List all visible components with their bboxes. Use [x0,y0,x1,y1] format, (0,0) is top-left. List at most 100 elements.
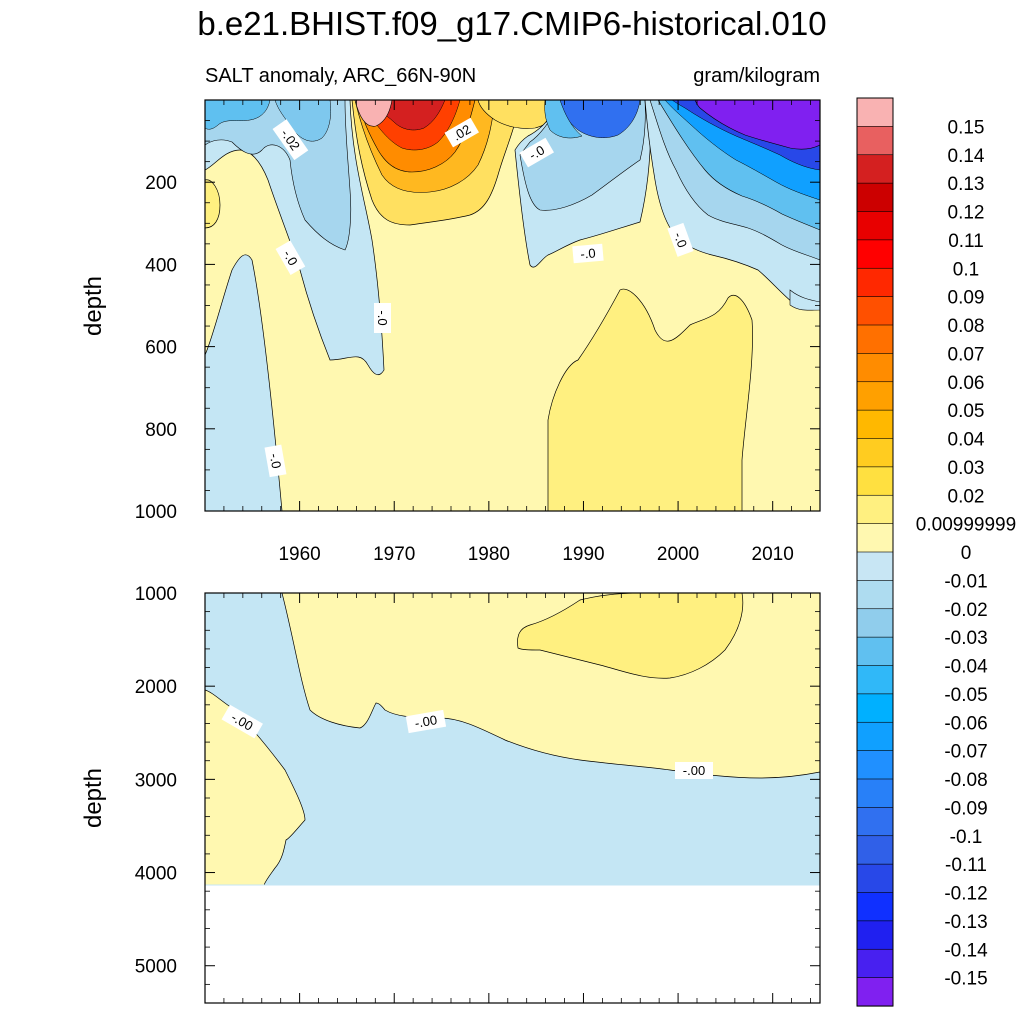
colorbar-label: 0.1 [953,259,979,280]
contour-label-box [405,709,447,734]
x-tick-label: 2010 [752,544,794,565]
contour-label: -.00 [675,762,713,779]
colorbar-label: -0.08 [944,770,987,791]
upper-contour-field [205,100,820,511]
contour-label-text: -.00 [683,763,705,778]
contour-label-box [275,240,306,275]
lower-contour-labels: -.00 -.00-.00 [221,704,713,779]
y-tick-label: 600 [145,338,177,359]
colorbar-label: -0.12 [944,884,987,905]
contour-label-text: -.0 [526,142,547,163]
colorbar-swatch [856,551,894,581]
contour-label-box [667,222,694,257]
colorbar-swatch [856,239,894,269]
y-tick-label: 1000 [135,502,177,523]
colorbar-swatch [856,409,894,440]
colorbar-swatch [856,523,894,553]
contour-label-box [519,137,554,168]
colorbar-label: 0.04 [948,430,985,451]
x-tick-label: 1990 [562,544,604,565]
colorbar-swatch [856,126,894,156]
colorbar-label: -0.04 [944,657,988,678]
contour-label: -.0 [275,240,306,275]
contour-label: -.0 [264,444,287,478]
region-positive-peak [354,100,393,127]
colorbar-swatch [856,778,894,808]
contour-label-box [444,117,479,148]
contour-label-text: -.0 [671,230,690,249]
colorbar-swatch [856,750,894,780]
colorbar-swatch [856,97,894,127]
colorbar-label: 0.13 [948,174,985,195]
colorbar-swatch [856,353,894,383]
colorbar-label: -0.11 [945,855,987,876]
colorbar-swatch [856,438,894,468]
region-mid-blue-upper-left [205,100,271,130]
contour-label: -.0 [519,137,554,168]
colorbar-label: 0.02 [948,486,985,507]
contour-label: .02 [444,117,479,148]
colorbar-swatch [856,267,894,298]
colorbar-swatch [856,381,894,411]
colorbar-swatch [856,693,894,723]
colorbar-label: 0.07 [948,344,985,365]
colorbar-label: -0.15 [944,969,987,990]
colorbar-swatch [856,494,894,525]
colorbar-label: 0.15 [948,117,985,138]
upper-y-ticks: 200 400 600 800 1000 [135,120,820,523]
colorbar-label: 0.09 [948,288,985,309]
colorbar-swatch [856,154,894,184]
y-tick-label: 3000 [135,770,177,791]
colorbar-swatch [856,324,894,354]
y-tick-label: 800 [145,420,177,441]
contour-label-box [221,704,263,739]
contour-label-box [572,243,604,264]
contour-label-box [374,303,391,333]
colorbar-swatch [856,948,894,979]
colorbar-swatch [856,636,894,667]
colorbar-label: -0.07 [944,742,987,763]
y-tick-label: 1000 [135,584,177,605]
colorbar-swatch [856,892,894,922]
y-tick-label: 400 [145,255,177,276]
colorbar-label: -0.03 [944,628,987,649]
colorbar: 0.15 0.14 0.13 0.12 0.11 0.1 0.09 0.08 0.07 0.06 0… [856,97,1016,1007]
colorbar-label: 0.00999999 [916,515,1016,536]
upper-y-axis-label: depth [80,276,107,336]
colorbar-label: 0.06 [948,373,985,394]
x-tick-label: 1970 [373,544,415,565]
colorbar-swatch [856,466,894,496]
contour-label-text: -.0 [375,310,390,325]
contour-label-text: -.00 [414,712,439,731]
contour-label-text: -.0 [580,245,596,261]
lower-contour-field [205,593,820,1003]
region-negative-2000s-peak [694,100,820,150]
y-tick-label: 5000 [135,957,177,978]
contour-label: -.0 [572,243,604,264]
colorbar-swatch [856,580,894,610]
upper-x-ticks: 1960 1970 1980 1990 2000 2010 [223,100,811,565]
colorbar-swatch [856,835,894,865]
colorbar-label: -0.1 [950,827,983,848]
colorbar-label: 0.14 [948,146,985,167]
colorbar-label: 0.12 [948,203,985,224]
region-mid-blue-upper-left-2 [274,100,331,142]
colorbar-swatch [856,977,894,1007]
lower-y-axis-label: depth [80,768,107,828]
colorbar-label: 0.05 [948,401,985,422]
colorbar-label: -0.13 [944,912,987,933]
colorbar-label: -0.01 [944,571,987,592]
subtitle-units: gram/kilogram [693,65,820,87]
lower-y-ticks: 1000 2000 3000 4000 5000 [135,584,820,985]
colorbar-swatch [856,665,894,695]
x-tick-label: 2000 [657,544,699,565]
colorbar-label: -0.09 [944,798,987,819]
colorbar-label: 0.03 [948,458,985,479]
colorbar-swatch [856,721,894,752]
colorbar-frame [856,97,894,1007]
chart-title: b.e21.BHIST.f09_g17.CMIP6-historical.010 [197,5,826,42]
x-tick-label: 1960 [278,544,320,565]
colorbar-label: 0.08 [948,316,985,337]
